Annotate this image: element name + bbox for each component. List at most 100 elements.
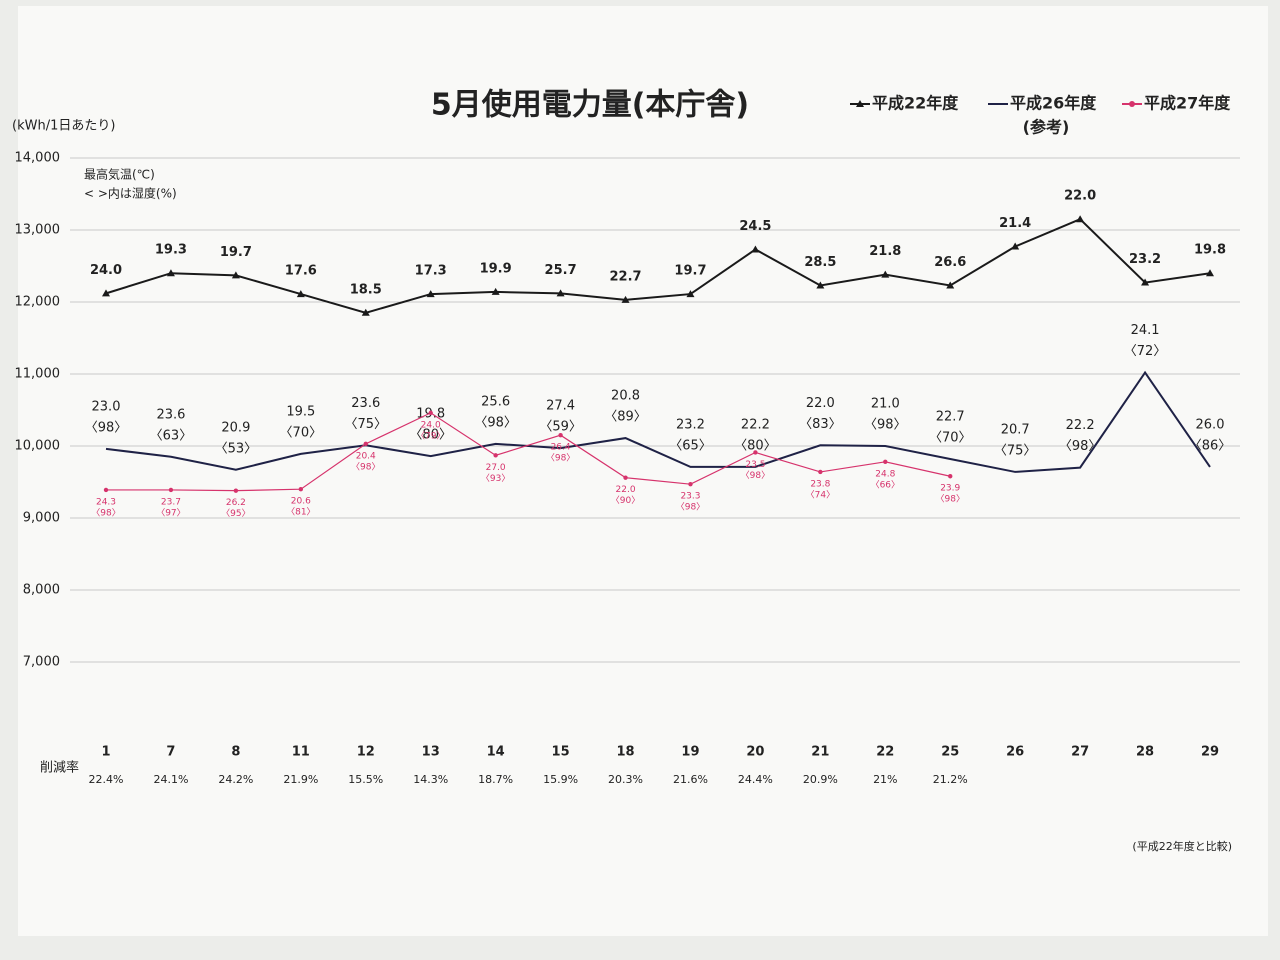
annotation: < >内は湿度(%) (84, 186, 177, 201)
point-marker (428, 410, 433, 416)
y-tick-label: 14,000 (15, 151, 61, 166)
humidity-label: 〈98〉 (864, 418, 907, 433)
temperature-label: 28.5 (804, 255, 836, 270)
humidity-label: 〈93〉 (481, 473, 510, 484)
x-tick-label: 25 (941, 745, 959, 760)
point-marker (753, 450, 758, 455)
annotation: 最高気温(℃) (84, 167, 155, 182)
reduction-rate: 21.6% (673, 773, 708, 786)
point-marker (1141, 278, 1150, 286)
temperature-label: 23.2 (676, 417, 705, 432)
humidity-label: 〈74〉 (806, 489, 835, 500)
reduction-rate: 18.7% (478, 773, 513, 786)
temperature-label: 19.8 (1194, 243, 1226, 258)
point-marker (883, 459, 888, 465)
x-tick-label: 7 (166, 745, 175, 760)
chart-title: 5月使用電力量(本庁舎) (431, 88, 749, 123)
humidity-label: 〈83〉 (799, 417, 842, 432)
temperature-label: 27.4 (546, 399, 575, 414)
humidity-label: 〈75〉 (344, 417, 387, 432)
x-tick-label: 19 (681, 745, 699, 760)
humidity-label: 〈98〉 (741, 470, 770, 481)
x-tick-label: 8 (231, 745, 240, 760)
point-marker (558, 433, 563, 438)
temperature-label: 27.0 (486, 463, 506, 473)
temperature-label: 20.6 (291, 497, 311, 507)
temperature-label: 18.5 (350, 282, 382, 297)
point-marker (1011, 242, 1020, 250)
humidity-label: 〈89〉 (604, 410, 647, 425)
point-marker (491, 287, 500, 295)
temperature-label: 23.6 (351, 396, 380, 411)
humidity-label: 〈81〉 (286, 507, 315, 518)
temperature-label: 22.2 (1066, 418, 1095, 433)
humidity-label: 〈98〉 (91, 507, 120, 518)
humidity-label: 〈90〉 (611, 495, 640, 506)
temperature-label: 25.6 (481, 394, 510, 409)
x-tick-label: 20 (746, 745, 764, 760)
temperature-label: 19.7 (674, 264, 706, 279)
humidity-label: 〈79〉 (416, 430, 445, 441)
point-marker (361, 308, 370, 316)
y-tick-label: 10,000 (15, 439, 61, 454)
temperature-label: 26.4 (551, 443, 571, 453)
x-tick-label: 29 (1201, 745, 1219, 760)
series-line (105, 370, 1211, 473)
x-tick-label: 18 (616, 745, 634, 760)
reduction-rate: 15.5% (348, 773, 383, 786)
point-marker (816, 281, 825, 289)
humidity-label: 〈95〉 (221, 508, 250, 519)
point-marker (621, 295, 630, 303)
y-tick-label: 13,000 (15, 223, 61, 238)
reduction-rate: 21% (873, 773, 897, 786)
point-marker (166, 269, 175, 277)
series-line (106, 412, 951, 492)
x-tick-label: 21 (811, 745, 829, 760)
x-tick-label: 27 (1071, 745, 1089, 760)
temperature-label: 25.7 (545, 263, 577, 278)
temperature-label: 24.8 (875, 469, 895, 479)
reduction-rate: 22.4% (89, 773, 124, 786)
humidity-label: 〈98〉 (474, 415, 517, 430)
humidity-label: 〈70〉 (929, 430, 972, 445)
point-marker (751, 245, 760, 253)
temperature-label: 22.0 (616, 485, 636, 495)
humidity-label: 〈98〉 (936, 494, 965, 505)
point-marker (881, 270, 890, 278)
reduction-rate: 24.2% (218, 773, 253, 786)
temperature-label: 24.5 (739, 219, 771, 234)
point-marker (102, 289, 110, 297)
legend-marker (1129, 101, 1135, 107)
reduction-rate: 21.2% (933, 773, 968, 786)
temperature-label: 23.7 (161, 497, 181, 507)
humidity-label: 〈98〉 (1059, 439, 1102, 454)
reduction-rate: 15.9% (543, 773, 578, 786)
humidity-label: 〈75〉 (994, 443, 1037, 458)
point-marker (363, 441, 368, 447)
humidity-label: 〈65〉 (669, 438, 712, 453)
x-tick-label: 1 (101, 745, 110, 760)
temperature-label: 24.3 (96, 497, 116, 507)
point-marker (623, 475, 628, 480)
point-marker (1206, 269, 1214, 277)
y-tick-label: 11,000 (15, 367, 61, 382)
point-marker (298, 487, 304, 492)
x-tick-label: 15 (552, 745, 570, 760)
point-marker (686, 290, 695, 298)
x-tick-label: 12 (357, 745, 375, 760)
humidity-label: 〈63〉 (150, 428, 193, 443)
y-tick-label: 12,000 (15, 295, 61, 310)
point-marker (168, 487, 174, 493)
reduction-rate: 20.9% (803, 773, 838, 786)
reduction-rate: 24.4% (738, 773, 773, 786)
temperature-label: 19.5 (286, 404, 315, 419)
paper (18, 6, 1268, 936)
temperature-label: 23.5 (745, 460, 765, 470)
temperature-label: 23.2 (1129, 252, 1161, 267)
humidity-label: 〈70〉 (280, 425, 323, 440)
humidity-label: 〈98〉 (546, 453, 575, 464)
temperature-label: 20.4 (356, 451, 376, 461)
x-tick-label: 28 (1136, 745, 1154, 760)
point-marker (103, 487, 109, 493)
